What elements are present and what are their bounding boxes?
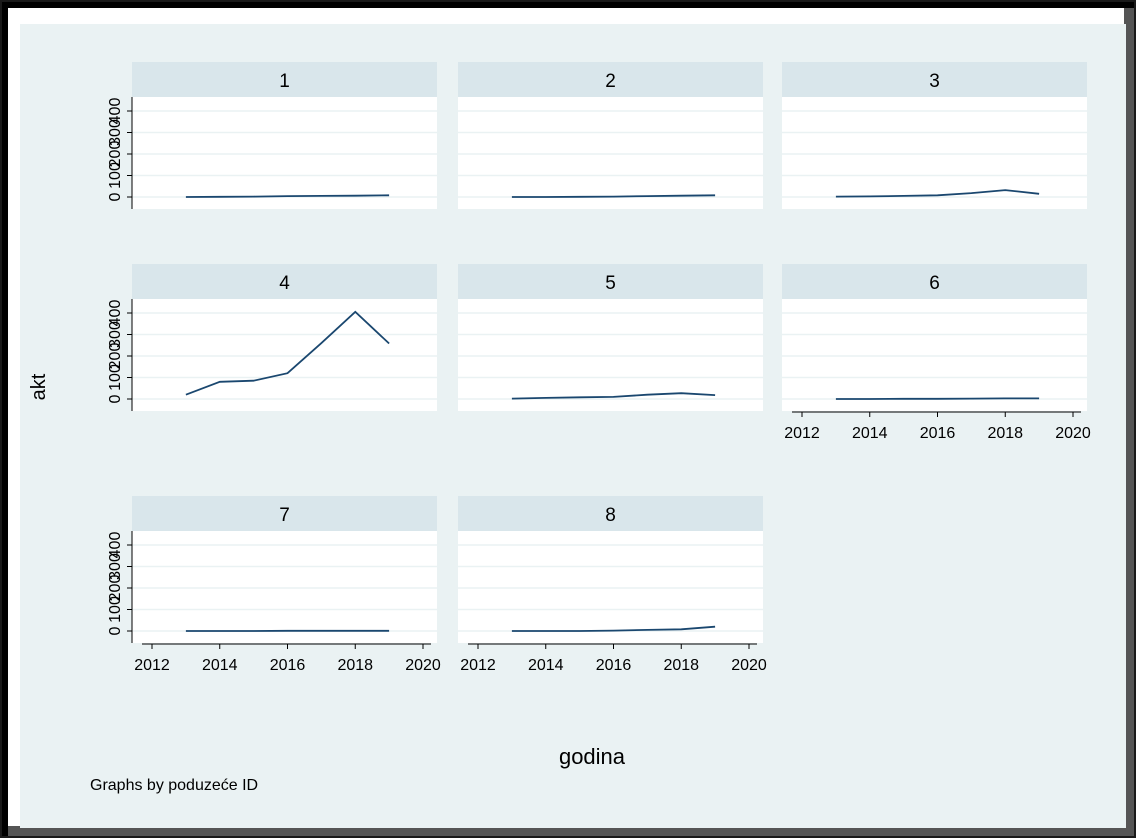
panel-background xyxy=(782,97,1087,209)
facet-label: 4 xyxy=(279,273,290,294)
facet-panel-5: 5 xyxy=(458,264,763,411)
facet-panel-2: 2 xyxy=(458,62,763,209)
x-tick-label: 2014 xyxy=(528,657,564,674)
x-tick-label: 2014 xyxy=(202,657,238,674)
y-tick-label: 0 xyxy=(107,626,124,635)
x-tick-label: 2014 xyxy=(852,425,888,442)
facet-label: 1 xyxy=(279,71,290,92)
x-tick-label: 2012 xyxy=(460,657,496,674)
y-tick-label: 0 xyxy=(107,192,124,201)
facet-label: 8 xyxy=(605,505,616,526)
facet-label: 3 xyxy=(929,71,940,92)
x-tick-label: 2020 xyxy=(731,657,767,674)
facet-label: 7 xyxy=(279,505,290,526)
x-tick-label: 2020 xyxy=(405,657,441,674)
x-tick-label: 2018 xyxy=(663,657,699,674)
y-axis-title: akt xyxy=(28,373,50,400)
panel-background xyxy=(132,299,437,411)
y-tick-label: 400 xyxy=(107,532,124,559)
x-tick-label: 2020 xyxy=(1055,425,1091,442)
series-line-6 xyxy=(836,398,1039,399)
x-tick-label: 2016 xyxy=(596,657,632,674)
y-tick-label: 400 xyxy=(107,300,124,327)
y-tick-label: 400 xyxy=(107,98,124,125)
facet-label: 2 xyxy=(605,71,616,92)
x-tick-label: 2018 xyxy=(337,657,373,674)
panel-background xyxy=(782,299,1087,411)
x-tick-label: 2012 xyxy=(134,657,170,674)
x-axis-title: godina xyxy=(559,744,626,769)
facet-panel-3: 3 xyxy=(782,62,1087,209)
facet-label: 5 xyxy=(605,273,616,294)
x-tick-label: 2018 xyxy=(987,425,1023,442)
facet-label: 6 xyxy=(929,273,940,294)
panel-background xyxy=(458,531,763,643)
panel-background xyxy=(458,97,763,209)
x-tick-label: 2016 xyxy=(270,657,306,674)
x-tick-label: 2012 xyxy=(784,425,820,442)
panel-background xyxy=(458,299,763,411)
x-tick-label: 2016 xyxy=(920,425,956,442)
panel-background xyxy=(132,97,437,209)
graphs-by-note: Graphs by poduzeće ID xyxy=(90,777,258,794)
panel-background xyxy=(132,531,437,643)
y-tick-label: 0 xyxy=(107,394,124,403)
